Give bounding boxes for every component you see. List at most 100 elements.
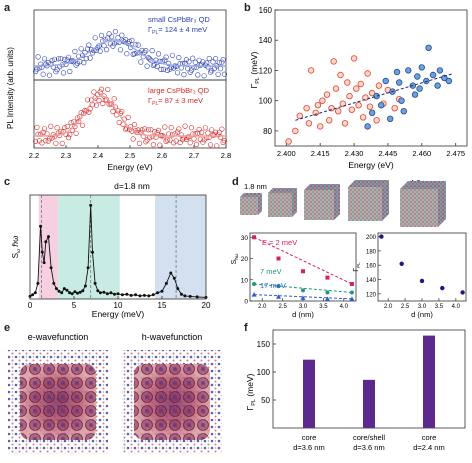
- panel-c-point: [31, 293, 35, 297]
- panel-a-xtick-label: 2.3: [61, 151, 71, 160]
- panel-a-data-point: [78, 46, 84, 52]
- panel-a-data-point: [195, 72, 201, 78]
- panel-a-data-point: [177, 139, 183, 146]
- panel-b-red-point: [337, 71, 344, 79]
- panel-a-data-point: [60, 70, 67, 76]
- panel-a-data-point: [84, 97, 91, 103]
- panel-a-data-point: [135, 42, 141, 48]
- panel-d-left-ylabel: Sħω: [231, 253, 239, 264]
- panel-a-data-point: [136, 140, 143, 146]
- panel-d-series-point: [251, 292, 257, 297]
- panel-d-nanocrystal-cubes: [240, 180, 446, 227]
- panel-b-red-point: [353, 85, 360, 92]
- panel-a-data-point: [145, 127, 151, 133]
- panel-e-wavefunctions: e-wavefunction h-wavefunction: [8, 332, 222, 454]
- panel-a-data-point: [87, 55, 93, 61]
- panel-d-series-fit: [253, 236, 353, 285]
- panel-a-data-point: [216, 129, 222, 135]
- panel-a-data-point: [162, 57, 168, 63]
- panel-a-data-point: [35, 54, 41, 60]
- panel-a-data-point: [186, 134, 192, 140]
- panel-b-blue-point: [382, 77, 389, 85]
- panel-d-right-xtick-label: 3.5: [435, 304, 444, 310]
- panel-b-red-point: [355, 101, 362, 109]
- panel-c-title: d=1.8 nm: [114, 181, 150, 191]
- panel-a-data-point: [59, 140, 65, 146]
- panel-c-point: [76, 291, 79, 295]
- panel-a-data-point: [220, 139, 226, 145]
- panel-a-data-point: [131, 121, 137, 128]
- panel-a-xtick-label: 2.7: [189, 151, 199, 160]
- panel-d-size-dependence: 1.8 nm 4.2 nm: [231, 178, 467, 319]
- panel-a-data-point: [220, 57, 226, 63]
- panel-a-data-point: [73, 130, 79, 136]
- panel-a-data-point: [68, 119, 74, 126]
- panel-b-blue-point: [368, 109, 376, 116]
- panel-a-data-point: [40, 71, 46, 77]
- cube-3-6nm: [348, 180, 389, 221]
- panel-b-blue-point: [418, 64, 425, 71]
- panel-a-data-point: [207, 69, 214, 75]
- panel-c-point: [164, 281, 168, 285]
- panel-e-right-title: h-wavefunction: [142, 332, 203, 342]
- panel-f-bar: [363, 379, 375, 428]
- panel-a-data-point: [218, 134, 224, 140]
- panel-b-red-point: [303, 104, 310, 112]
- panel-c-xtick-label: 10: [114, 301, 123, 310]
- panel-d-right-xtick-label: 2.5: [401, 304, 410, 310]
- panel-a-data-point: [72, 48, 78, 55]
- panel-b-red-point: [346, 92, 353, 100]
- panel-a-data-point: [163, 54, 169, 60]
- panel-a-data-point: [105, 86, 111, 92]
- panel-a-data-point: [221, 138, 227, 144]
- panel-d-series-point: [276, 284, 281, 289]
- panel-letter-d: d: [232, 176, 239, 188]
- panel-f-bars: [303, 335, 435, 428]
- panel-d-left-xtick-label: 2.5: [278, 304, 287, 310]
- panel-d-series-point: [276, 256, 281, 261]
- panel-a-data-point: [119, 108, 125, 115]
- panel-c-point: [160, 289, 164, 293]
- panel-a-data-point: [180, 137, 186, 143]
- panel-a-data-point: [92, 95, 98, 101]
- panel-a-data-point: [219, 59, 225, 65]
- panel-a-data-point: [139, 47, 145, 54]
- panel-c-point: [62, 287, 66, 291]
- panel-a-data-point: [108, 34, 115, 40]
- panel-c-bands: [38, 195, 206, 299]
- panel-a-data-point: [144, 63, 150, 69]
- panel-d-right-point: [440, 285, 445, 291]
- panel-a-data-point: [150, 62, 156, 69]
- panel-b-xlabel: Energy (eV): [348, 160, 394, 170]
- panel-b-blue-point: [377, 101, 385, 109]
- panel-f-bar-size: d=2.4 nm: [413, 443, 444, 452]
- panel-a-data-point: [152, 129, 158, 135]
- panel-d-series-fit: [254, 283, 352, 293]
- panel-b-blue-point: [425, 44, 432, 51]
- panel-b-blue-point: [393, 68, 401, 76]
- panel-d-left-ytick-label: 0: [244, 299, 248, 306]
- panel-a-data-point: [187, 140, 193, 146]
- panel-a-data-point: [126, 38, 132, 45]
- panel-a-data-point: [207, 142, 214, 148]
- panel-b-ytick-label: 120: [259, 66, 273, 75]
- panel-a-data-point: [67, 68, 73, 75]
- panel-a-data-point: [163, 138, 169, 144]
- panel-a-data-point: [51, 56, 58, 62]
- panel-a-data-point: [138, 130, 144, 136]
- panel-a-data-point: [41, 126, 48, 132]
- panel-a-xtick-label: 2.8: [221, 151, 231, 160]
- panel-a-data-point: [143, 139, 149, 145]
- panel-c-point: [102, 290, 106, 294]
- panel-a-data-point: [96, 43, 102, 49]
- panel-c-band: [38, 195, 59, 299]
- panel-d-right-ytick-label: 200: [366, 235, 377, 241]
- panel-a-data-point: [65, 54, 72, 60]
- panel-a-data-point: [201, 73, 207, 79]
- panel-b-blue-point: [414, 73, 421, 80]
- panel-d-right-points: [379, 234, 465, 295]
- panel-a-data-point: [218, 66, 224, 72]
- panel-c-point: [142, 293, 146, 297]
- panel-b-red-point: [366, 103, 374, 110]
